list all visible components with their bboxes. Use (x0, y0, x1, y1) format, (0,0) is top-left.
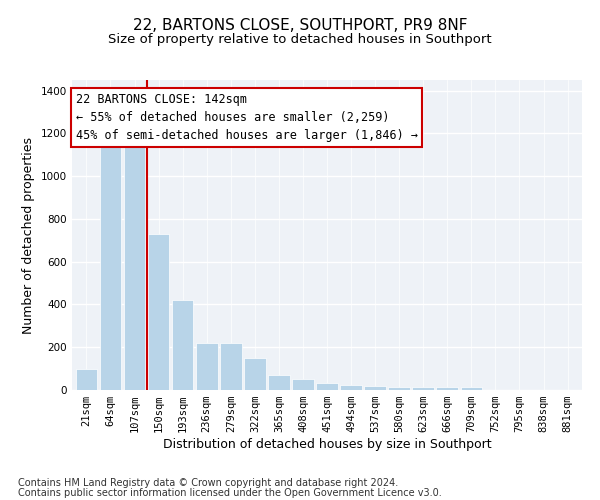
X-axis label: Distribution of detached houses by size in Southport: Distribution of detached houses by size … (163, 438, 491, 451)
Bar (436, 387, 458, 390)
Text: Contains HM Land Registry data © Crown copyright and database right 2024.: Contains HM Land Registry data © Crown c… (18, 478, 398, 488)
Bar (76, 368, 97, 390)
Bar (148, 234, 169, 390)
Bar (292, 379, 314, 390)
Y-axis label: Number of detached properties: Number of detached properties (22, 136, 35, 334)
Bar (412, 387, 434, 390)
Bar (364, 386, 386, 390)
Bar (388, 387, 410, 390)
Bar (196, 343, 218, 390)
Text: 22 BARTONS CLOSE: 142sqm
← 55% of detached houses are smaller (2,259)
45% of sem: 22 BARTONS CLOSE: 142sqm ← 55% of detach… (76, 93, 418, 142)
Bar (124, 142, 145, 390)
Bar (268, 375, 290, 390)
Bar (244, 358, 266, 390)
Text: 22, BARTONS CLOSE, SOUTHPORT, PR9 8NF: 22, BARTONS CLOSE, SOUTHPORT, PR9 8NF (133, 18, 467, 32)
Text: Contains public sector information licensed under the Open Government Licence v3: Contains public sector information licen… (18, 488, 442, 498)
Bar (316, 383, 338, 390)
Bar (100, 142, 121, 390)
Bar (220, 343, 242, 390)
Bar (340, 386, 362, 390)
Text: Size of property relative to detached houses in Southport: Size of property relative to detached ho… (108, 32, 492, 46)
Bar (172, 300, 193, 390)
Bar (461, 387, 482, 390)
